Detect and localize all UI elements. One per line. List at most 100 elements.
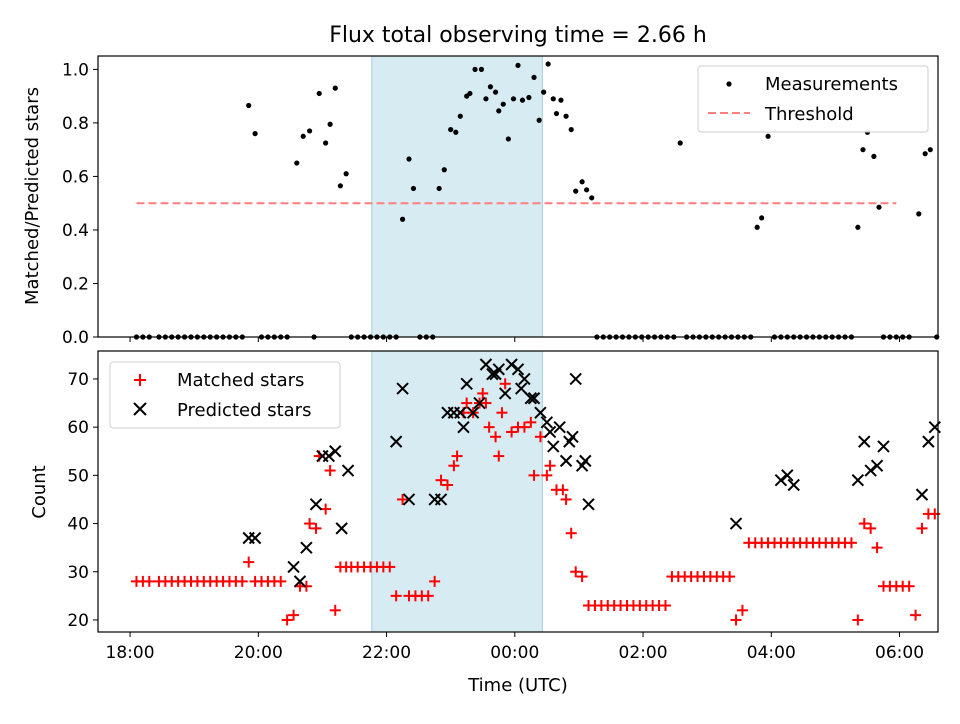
measurement-point	[500, 101, 506, 107]
predicted-point	[559, 454, 573, 468]
measurement-point	[563, 113, 569, 119]
measurement-point	[519, 97, 526, 103]
matched-point	[435, 474, 447, 486]
measurement-point	[531, 74, 537, 81]
x-tick-label: 00:00	[490, 643, 539, 663]
measurement-point	[754, 224, 760, 230]
matched-point	[429, 575, 441, 587]
chart-title: Flux total observing time = 2.66 h	[329, 23, 707, 48]
matched-point	[281, 614, 293, 626]
matched-point	[724, 571, 736, 583]
predicted-point	[922, 435, 935, 448]
matched-point	[477, 387, 489, 399]
predicted-point-b	[486, 367, 499, 381]
x-tick-label: 02:00	[619, 643, 668, 663]
highlight-span	[371, 55, 543, 338]
predicted-point	[402, 493, 416, 506]
measurement-point	[515, 62, 521, 68]
predicted-point	[396, 382, 409, 395]
y-tick-label: 60	[67, 418, 89, 438]
predicted-point	[454, 406, 467, 419]
matched-point	[570, 566, 582, 578]
measurement-point	[536, 117, 542, 123]
matched-point	[397, 493, 409, 505]
predicted-point-b	[466, 406, 480, 419]
predicted-point	[511, 363, 525, 376]
matched-point	[304, 518, 316, 530]
legend-predicted-label: Predicted stars	[177, 400, 311, 421]
measurement-point	[871, 153, 877, 159]
measurement-point	[550, 96, 556, 102]
predicted-point	[300, 541, 313, 554]
matched-point	[910, 609, 922, 621]
y-tick-label: 20	[67, 611, 89, 631]
predicted-point-b	[460, 377, 473, 390]
predicted-point-b	[534, 406, 547, 419]
measurement-point	[327, 121, 333, 127]
y-tick-label: 0.0	[62, 328, 89, 348]
predicted-point-b	[329, 445, 342, 458]
predicted-point-b	[781, 469, 794, 482]
measurement-point	[478, 66, 485, 72]
x-tick-label: 22:00	[362, 643, 411, 663]
x-tick-label: 04:00	[747, 643, 796, 663]
predicted-point	[566, 430, 579, 444]
predicted-point	[329, 445, 342, 458]
predicted-point-b	[473, 396, 486, 410]
measurement-point	[472, 66, 478, 72]
measurement-point	[307, 128, 313, 134]
measurement-point	[526, 94, 532, 101]
predicted-point	[486, 367, 499, 381]
predicted-point	[287, 560, 300, 574]
measurement-point	[860, 147, 866, 153]
predicted-point-b	[518, 372, 531, 386]
predicted-point	[582, 498, 595, 511]
matched-point	[324, 465, 336, 477]
matched-point	[730, 614, 742, 626]
legend-measurements-label: Measurements	[765, 74, 898, 95]
legend-matched-marker	[134, 374, 146, 386]
matched-point	[300, 580, 312, 592]
predicted-point-b	[479, 358, 493, 371]
measurement-point	[436, 185, 442, 192]
y-tick-label: 0.2	[62, 274, 89, 294]
measurement-point	[677, 140, 683, 146]
predicted-point	[877, 440, 890, 453]
measurement-point	[487, 84, 494, 90]
predicted-point-b	[248, 531, 262, 545]
predicted-point-b	[511, 363, 525, 376]
predicted-point-b	[396, 382, 409, 395]
matched-point	[865, 522, 877, 534]
measurement-point	[855, 224, 861, 230]
predicted-point	[870, 459, 884, 472]
measurement-point	[922, 151, 928, 157]
predicted-point	[518, 372, 531, 386]
measurement-point	[765, 133, 771, 139]
predicted-point-b	[559, 454, 573, 468]
predicted-point-b	[547, 440, 560, 453]
predicted-point-b	[787, 478, 800, 492]
predicted-point-b	[851, 473, 865, 487]
predicted-point	[534, 406, 547, 419]
matched-point	[310, 522, 322, 534]
y-tick-label: 0.8	[62, 114, 89, 134]
measurement-point	[579, 179, 585, 185]
predicted-point	[434, 493, 448, 506]
predicted-point-b	[309, 498, 323, 511]
x-axis-label: Time (UTC)	[467, 675, 568, 696]
matched-point	[560, 493, 572, 505]
predicted-point	[524, 392, 538, 405]
ratio-panel: 0.0 0.2 0.4 0.6 0.8 1.0	[62, 55, 940, 348]
matched-point	[480, 397, 492, 409]
predicted-point	[322, 449, 336, 463]
matched-point	[525, 416, 537, 428]
measurement-point	[573, 188, 579, 194]
measurement-point	[246, 102, 252, 109]
y-axis-label-top: Matched/Predicted stars	[22, 87, 43, 305]
predicted-point-b	[498, 387, 512, 400]
predicted-point	[309, 498, 323, 511]
predicted-point-b	[300, 541, 313, 554]
matched-point	[243, 556, 255, 568]
matched-point	[736, 604, 748, 616]
axes-frame	[97, 55, 939, 338]
